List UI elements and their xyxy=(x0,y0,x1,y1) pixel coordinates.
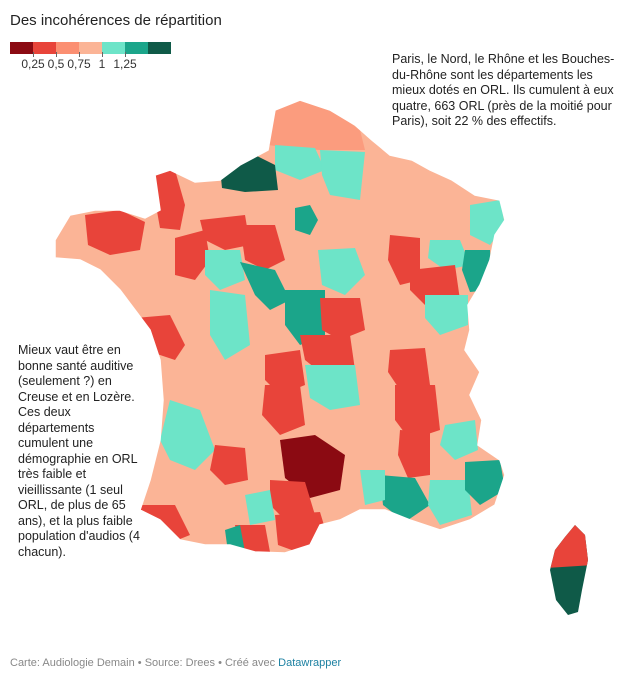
dept-gard xyxy=(360,470,385,505)
legend-tick-mark xyxy=(56,52,57,57)
dept-sarthe xyxy=(205,250,245,290)
dept-haute-corse xyxy=(550,525,588,568)
dept-loir-et-cher xyxy=(240,262,290,310)
dept-orne xyxy=(200,215,250,250)
legend-swatch-6 xyxy=(148,42,171,54)
dept-cotes-armor xyxy=(85,210,145,255)
legend-swatch-5 xyxy=(125,42,148,54)
dept-paris xyxy=(295,205,318,235)
dept-creuse xyxy=(265,350,305,395)
color-legend: 0,25 0,5 0,75 1 1,25 xyxy=(10,42,194,71)
dept-manche xyxy=(150,170,185,230)
france-outline xyxy=(54,99,506,554)
dept-nord xyxy=(265,100,365,150)
map-title: Des incohérences de répartition xyxy=(10,12,222,29)
legend-swatch-2 xyxy=(56,42,79,54)
mainland-departments xyxy=(55,100,505,553)
annotation-creuse-lozere: Mieux vaut être en bonne santé auditive … xyxy=(18,343,140,559)
dept-eure-et-loir xyxy=(240,225,285,270)
dept-cher xyxy=(285,290,325,345)
legend-color-bar xyxy=(10,42,194,54)
dept-vienne xyxy=(210,290,250,360)
datawrapper-link[interactable]: Datawrapper xyxy=(278,657,342,669)
dept-var xyxy=(428,480,472,525)
legend-swatch-0 xyxy=(10,42,33,54)
legend-swatch-3 xyxy=(79,42,102,54)
legend-tick-label: 0,5 xyxy=(47,57,65,71)
dept-somme xyxy=(275,145,325,180)
dept-puy-de-dome xyxy=(305,365,360,410)
legend-tick-mark xyxy=(125,52,126,57)
legend-swatch-1 xyxy=(33,42,56,54)
dept-isere-south xyxy=(440,420,478,460)
legend-tick-label: 1 xyxy=(98,57,106,71)
dept-mayenne xyxy=(175,230,210,280)
annotation-paris: Paris, le Nord, le Rhône et les Bouches-… xyxy=(392,52,615,128)
dept-lot-et-garonne xyxy=(210,445,248,485)
legend-tick-label: 1,25 xyxy=(113,57,137,71)
legend-tick-mark xyxy=(79,52,80,57)
dept-rhone xyxy=(388,348,430,390)
legend-tick-label: 0,25 xyxy=(21,57,45,71)
legend-ticks: 0,25 0,5 0,75 1 1,25 xyxy=(10,52,194,71)
dept-vaucluse xyxy=(398,430,430,478)
dept-drome xyxy=(395,385,440,440)
dept-nievre xyxy=(320,298,365,340)
dept-bouches-du-rhone xyxy=(380,475,430,522)
footer-text: Carte: Audiologie Demain • Source: Drees… xyxy=(10,657,279,669)
dept-correze xyxy=(262,385,305,435)
dept-allier xyxy=(300,335,355,372)
legend-tick-mark xyxy=(33,52,34,57)
legend-tick-label: 0,75 xyxy=(67,57,91,71)
dept-alpes-maritimes xyxy=(465,460,505,505)
legend-tick-mark xyxy=(102,52,103,57)
dept-haute-garonne xyxy=(245,490,275,525)
dept-aisne xyxy=(320,150,365,200)
dept-tarn xyxy=(270,480,315,520)
corsica-departments xyxy=(550,525,588,615)
dept-gironde xyxy=(160,400,215,470)
dept-yonne xyxy=(318,248,365,295)
dept-bas-rhin xyxy=(428,240,470,270)
footer: Carte: Audiologie Demain • Source: Drees… xyxy=(10,657,341,669)
dept-doubs xyxy=(425,295,468,335)
legend-swatch-4 xyxy=(102,42,125,54)
